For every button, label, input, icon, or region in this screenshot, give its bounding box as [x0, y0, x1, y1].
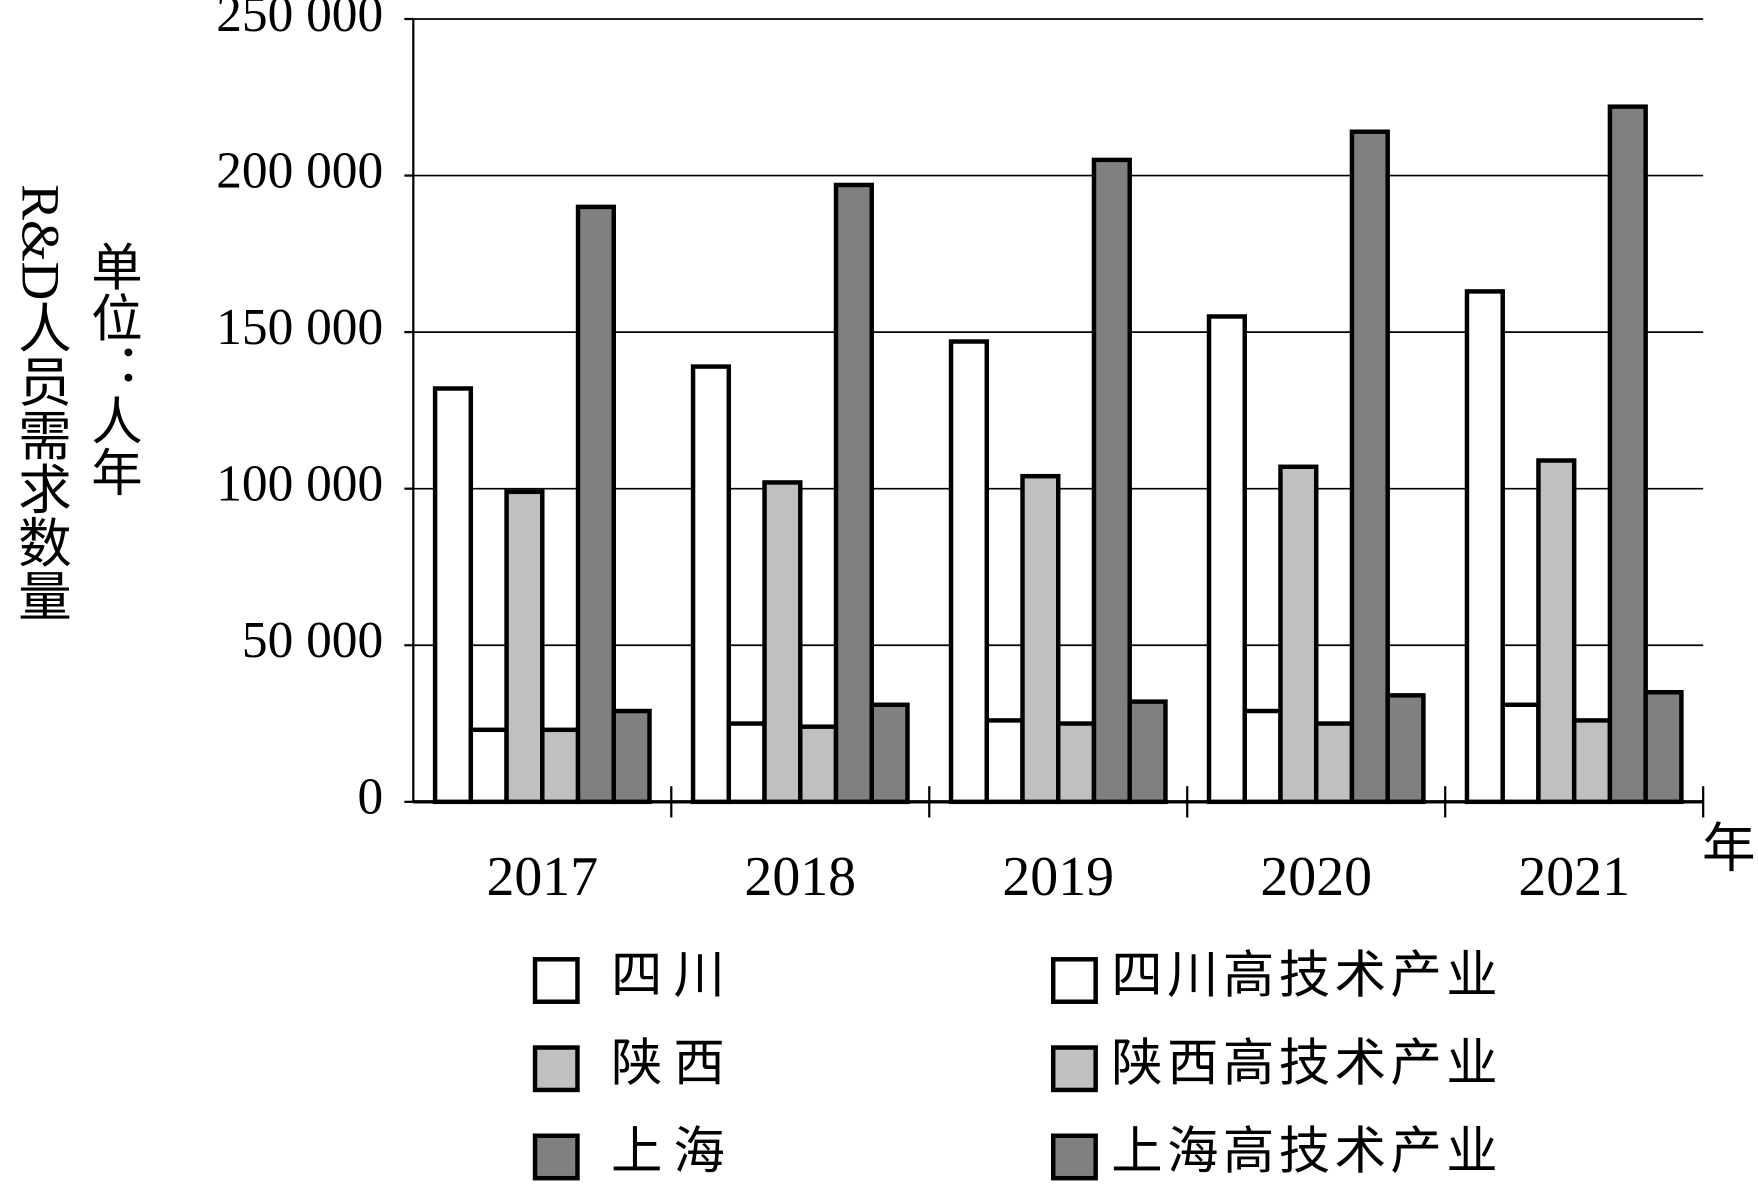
bar [1385, 693, 1426, 805]
bar [1536, 458, 1577, 805]
bar [1091, 157, 1132, 805]
legend-label: 陕西高技术产业 [1111, 1036, 1502, 1093]
bar [575, 204, 617, 805]
y-tick-label: 200 000 [216, 142, 383, 199]
x-tick-label: 2017 [486, 846, 598, 908]
legend-swatch [532, 1045, 580, 1093]
y-axis-label: R&D人员需求数量 [10, 184, 70, 622]
bar [1242, 708, 1283, 805]
legend-swatch [532, 1133, 580, 1181]
bar [611, 708, 652, 805]
legend-swatch [532, 957, 580, 1004]
bar [1206, 314, 1247, 805]
legend-label: 陕西 [611, 1036, 736, 1093]
bar [540, 727, 581, 805]
bar [1313, 721, 1355, 805]
legend-label: 上海高技术产业 [1111, 1124, 1502, 1181]
bar [1643, 690, 1684, 805]
bar [1500, 702, 1541, 805]
bar [798, 724, 839, 805]
bar [1056, 721, 1097, 805]
bar [468, 727, 509, 805]
x-tick-label: 2020 [1260, 846, 1372, 908]
bar [1349, 129, 1390, 805]
legend-swatch [1050, 1133, 1098, 1181]
bar [1571, 718, 1613, 805]
legend-label: 上海 [611, 1124, 736, 1181]
x-tick-label: 2021 [1518, 846, 1630, 908]
bar [869, 702, 910, 805]
bar [948, 339, 990, 805]
bar [1127, 699, 1168, 805]
bar [726, 721, 767, 805]
y-tick-label: 0 [357, 769, 383, 826]
bar [504, 489, 545, 805]
y-tick-label: 150 000 [216, 299, 383, 356]
legend-label: 四川 [611, 947, 736, 1004]
bar [1464, 289, 1505, 805]
legend-label: 四川高技术产业 [1111, 947, 1502, 1004]
bar [1020, 473, 1061, 805]
bar [984, 718, 1025, 805]
bar [432, 386, 474, 805]
x-axis-label: 年 [1702, 819, 1756, 879]
unit-label: 单位：人年 [82, 240, 141, 497]
legend-swatch [1050, 1045, 1098, 1093]
y-tick-label: 250 000 [216, 0, 383, 43]
x-tick-label: 2018 [744, 846, 856, 908]
bar [833, 182, 874, 805]
y-tick-label: 50 000 [242, 612, 383, 669]
bar [1607, 104, 1648, 805]
bar [690, 364, 732, 805]
legend-swatch [1050, 957, 1098, 1004]
bar [1278, 464, 1319, 805]
bar [762, 480, 803, 805]
x-tick-label: 2019 [1002, 846, 1114, 908]
y-tick-label: 100 000 [216, 455, 383, 512]
